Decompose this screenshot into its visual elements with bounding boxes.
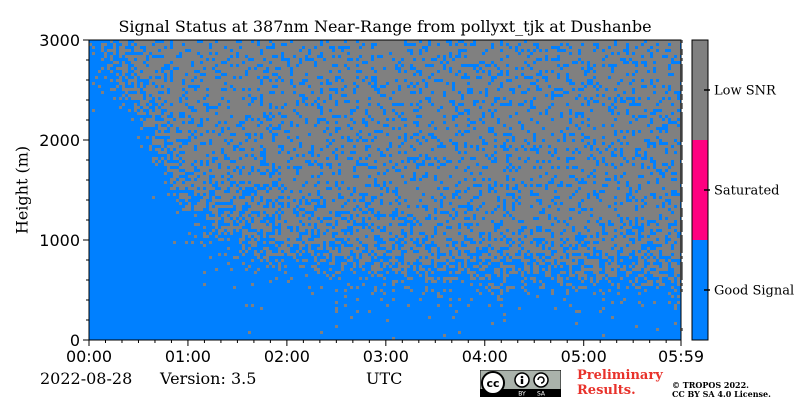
- cc-logo-text: cc: [486, 377, 499, 390]
- version-label: Version: 3.5: [160, 369, 257, 388]
- y-tick-label: 3000: [39, 31, 80, 50]
- low-snr-noise-layer: [89, 40, 683, 340]
- y-tick-label: 1000: [39, 231, 80, 250]
- plot-frame: [88, 39, 682, 341]
- y-tick-label: 2000: [39, 131, 80, 150]
- colorbar-label: Saturated: [714, 184, 779, 199]
- x-tick-label: 04:00: [462, 347, 508, 366]
- x-tick-label: 03:00: [363, 347, 409, 366]
- colorbar-label: Low SNR: [714, 84, 777, 99]
- cc-license-logo: cc BY SA: [480, 370, 561, 397]
- y-axis-ticks: 0 1000 2000 3000: [39, 31, 89, 350]
- preliminary-line-2: Results.: [577, 383, 636, 398]
- colorbar-frame: [691, 39, 709, 341]
- colorbar: Good Signal Saturated Low SNR: [691, 39, 794, 341]
- preliminary-results-note: Preliminary Results.: [577, 368, 663, 398]
- x-axis-label: UTC: [366, 369, 403, 388]
- chart-title: Signal Status at 387nm Near-Range from p…: [118, 17, 652, 36]
- copyright-line-1: © TROPOS 2022.: [672, 380, 749, 390]
- x-tick-label: 01:00: [165, 347, 211, 366]
- cc-sa-text: SA: [537, 391, 546, 398]
- x-axis-ticks: 00:00 01:00 02:00 03:00 04:00 05:00 05:59: [66, 340, 704, 366]
- copyright-line-2: CC BY SA 4.0 License.: [672, 389, 771, 399]
- cc-by-text: BY: [518, 391, 526, 398]
- date-label: 2022-08-28: [40, 369, 133, 388]
- preliminary-line-1: Preliminary: [577, 368, 663, 383]
- x-tick-label: 02:00: [264, 347, 310, 366]
- copyright-note: © TROPOS 2022. CC BY SA 4.0 License.: [672, 381, 771, 399]
- colorbar-segment: [692, 240, 708, 340]
- colorbar-segment: [692, 140, 708, 240]
- colorbar-segment: [692, 40, 708, 140]
- x-tick-label: 05:59: [658, 347, 704, 366]
- colorbar-label: Good Signal: [714, 284, 794, 299]
- x-tick-label: 05:00: [561, 347, 607, 366]
- x-tick-label: 00:00: [66, 347, 112, 366]
- y-tick-label: 0: [70, 331, 80, 350]
